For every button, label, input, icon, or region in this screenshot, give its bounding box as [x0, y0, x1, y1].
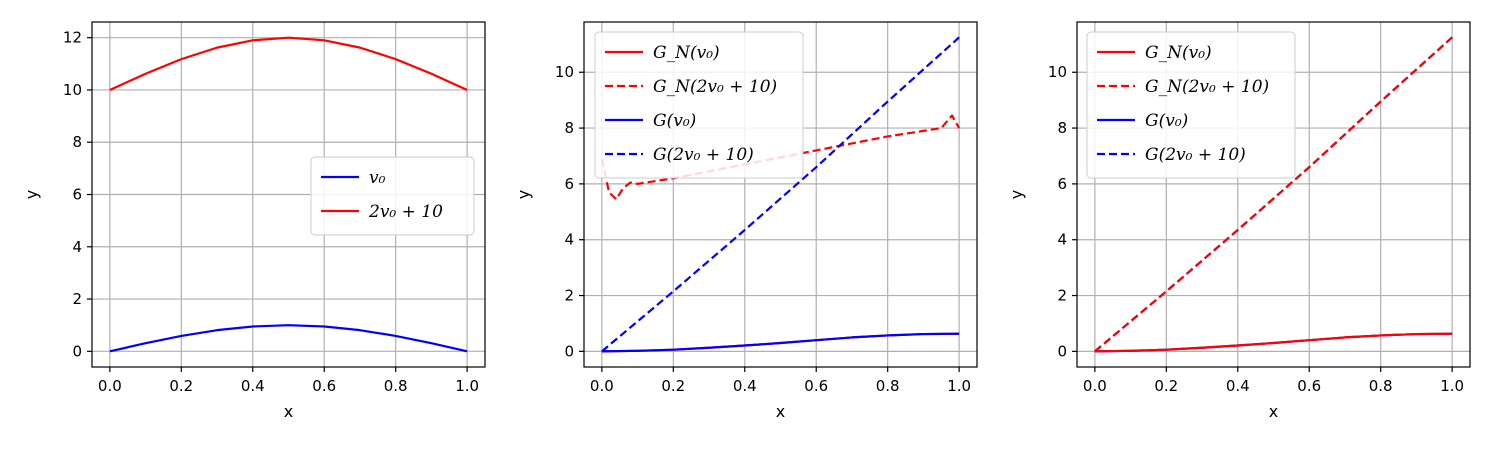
y-tick-label: 12: [63, 29, 82, 47]
y-tick-label: 0: [72, 342, 82, 360]
y-tick-label: 10: [1048, 63, 1067, 81]
legend-label: G(2v₀ + 10): [653, 145, 754, 165]
legend-box: [310, 156, 475, 236]
y-tick-label: 8: [72, 133, 82, 151]
y-tick-label: 8: [564, 119, 574, 137]
legend-label: G(v₀): [653, 111, 696, 131]
series-line-3: [601, 332, 960, 353]
x-tick-label: 0.2: [169, 377, 193, 395]
x-tick-label: 0.6: [312, 377, 336, 395]
x-tick-label: 0.0: [590, 377, 614, 395]
legend-label: G(v₀): [1145, 111, 1188, 131]
y-tick-label: 4: [564, 231, 574, 249]
legend-label: G_N(v₀): [1145, 43, 1212, 63]
y-tick-label: 6: [564, 175, 574, 193]
x-tick-label: 0.2: [661, 377, 685, 395]
chart-panel-2: 0.0 0.2 0.4 0.6 0.8 1.0 0 2 4 6 8 10 x y G_N(v₀) G_N(2v…: [514, 21, 978, 421]
x-axis-label: x: [284, 402, 293, 421]
legend-label: G_N(2v₀ + 10): [653, 77, 777, 97]
x-tick-label: 0.4: [1226, 377, 1250, 395]
series-line-4: [601, 36, 960, 353]
y-tick-label: 2: [564, 287, 574, 305]
legend-label: G_N(v₀): [653, 43, 720, 63]
x-tick-label: 1.0: [947, 377, 971, 395]
y-tick-label: 2: [72, 290, 82, 308]
plot-frame: [583, 21, 978, 368]
y-tick-label: 10: [555, 63, 574, 81]
x-axis-label: x: [776, 402, 785, 421]
series-line-2: [109, 36, 468, 91]
x-tick-label: 0.0: [1083, 377, 1107, 395]
x-axis-label: x: [1269, 402, 1278, 421]
y-tick-label: 6: [72, 186, 82, 204]
x-tick-label: 1.0: [455, 377, 479, 395]
x-tick-label: 0.2: [1154, 377, 1178, 395]
y-tick-label: 6: [1057, 175, 1067, 193]
legend-label: 2v₀ + 10: [368, 202, 443, 222]
y-tick-label: 2: [1057, 287, 1067, 305]
x-tick-label: 0.0: [98, 377, 122, 395]
plot-frame: [1076, 21, 1471, 368]
legend-box: [594, 31, 804, 179]
series-line-1: [109, 324, 468, 353]
y-tick-label: 0: [564, 342, 574, 360]
y-axis-label: y: [1007, 190, 1026, 199]
x-tick-label: 0.6: [804, 377, 828, 395]
x-tick-label: 0.4: [241, 377, 265, 395]
x-tick-label: 0.8: [1369, 377, 1393, 395]
x-tick-label: 0.8: [384, 377, 408, 395]
legend-label: G_N(2v₀ + 10): [1145, 77, 1269, 97]
y-axis-label: y: [514, 190, 533, 199]
y-axis-label: y: [22, 190, 41, 199]
y-tick-label: 4: [1057, 231, 1067, 249]
x-tick-label: 0.6: [1297, 377, 1321, 395]
series-line-2: [600, 114, 961, 201]
series-line-3: [1094, 332, 1453, 353]
x-tick-label: 0.8: [876, 377, 900, 395]
legend: v₀ 2v₀ + 10: [310, 156, 475, 236]
chart-panel-1: 0.0 0.2 0.4 0.6 0.8 1.0 0 2 4 6 8 10 12 x y v₀ 2v₀ + 10: [22, 21, 486, 421]
legend-label: v₀: [369, 168, 386, 188]
y-tick-label: 0: [1057, 342, 1067, 360]
y-tick-label: 4: [72, 238, 82, 256]
legend-label: G(2v₀ + 10): [1145, 145, 1246, 165]
legend: G_N(v₀) G_N(2v₀ + 10) G(v₀) G(2v₀ + 10): [1086, 31, 1296, 179]
series-line-4: [1094, 36, 1453, 353]
chart-panel-3: 0.0 0.2 0.4 0.6 0.8 1.0 0 2 4 6 8 10 x y G_N(v₀) G_N(2v…: [1007, 21, 1471, 421]
y-tick-label: 10: [63, 81, 82, 99]
y-tick-label: 8: [1057, 119, 1067, 137]
legend-box: [1086, 31, 1296, 179]
x-tick-label: 1.0: [1440, 377, 1464, 395]
legend: G_N(v₀) G_N(2v₀ + 10) G(v₀) G(2v₀ + 10): [594, 31, 804, 179]
x-tick-label: 0.4: [733, 377, 757, 395]
